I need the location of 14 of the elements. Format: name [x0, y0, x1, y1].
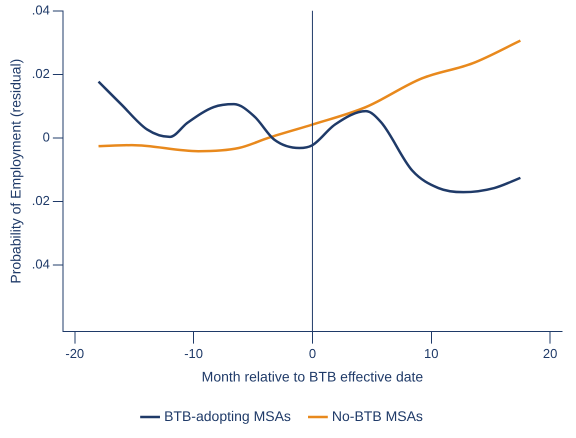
x-tick-label: 20 [542, 346, 558, 361]
legend-label: No-BTB MSAs [332, 408, 423, 424]
y-tick-label: .02 [32, 192, 50, 208]
y-axis-title: Probability of Employment (residual) [7, 58, 24, 284]
x-tick-label: -20 [65, 346, 84, 361]
x-tick-label: -10 [184, 346, 203, 361]
x-axis-title: Month relative to BTB effective date [202, 368, 424, 384]
y-tick-label: .02 [32, 66, 50, 81]
y-tick-label: .04 [32, 2, 50, 18]
legend-label: BTB-adopting MSAs [164, 408, 291, 424]
y-tick-label: 0 [42, 129, 50, 144]
x-tick-label: 10 [424, 346, 439, 361]
y-tick-label: .04 [32, 256, 50, 272]
x-tick-label: 0 [308, 346, 316, 361]
